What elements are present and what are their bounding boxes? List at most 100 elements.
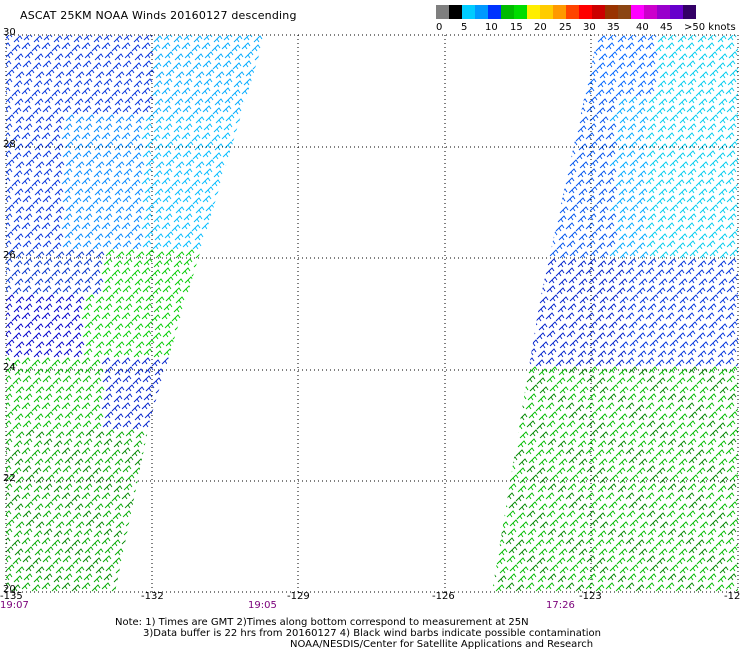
wind-barb <box>628 141 638 149</box>
wind-barb <box>164 231 174 239</box>
wind-barb <box>232 107 242 115</box>
wind-barb <box>698 548 708 556</box>
wind-barb <box>194 548 204 556</box>
wind-barb <box>95 431 105 439</box>
wind-barb <box>6 87 11 95</box>
wind-barb <box>44 366 54 374</box>
wind-barb <box>242 330 252 338</box>
wind-barb <box>728 276 738 284</box>
wind-barb <box>75 476 85 484</box>
wind-barb <box>727 573 737 581</box>
wind-barb <box>585 132 595 140</box>
wind-barb <box>689 564 699 572</box>
wind-barb <box>242 60 252 68</box>
wind-barb <box>519 206 529 214</box>
wind-barb <box>526 60 536 68</box>
wind-barb <box>6 132 11 140</box>
wind-barb <box>131 359 141 367</box>
wind-barb <box>145 204 155 212</box>
wind-barb <box>204 501 214 509</box>
wind-barb <box>233 440 243 448</box>
wind-barb <box>698 278 708 286</box>
wind-barb <box>606 375 616 383</box>
wind-barb <box>517 260 527 268</box>
wind-barb <box>675 89 685 97</box>
wind-barb <box>73 440 83 448</box>
wind-barb <box>261 312 265 320</box>
wind-barb <box>201 582 211 590</box>
wind-barb <box>509 474 519 482</box>
wind-barb <box>646 240 656 248</box>
wind-barb <box>597 215 607 223</box>
wind-barb <box>708 276 718 284</box>
wind-barb <box>33 305 43 313</box>
wind-barb <box>609 519 619 527</box>
wind-barb <box>606 510 616 518</box>
wind-barb <box>492 213 497 221</box>
wind-barb <box>223 78 233 86</box>
wind-barb <box>595 269 605 277</box>
wind-barb <box>55 341 65 349</box>
wind-barb <box>232 332 242 340</box>
wind-barb <box>646 150 656 158</box>
wind-barb <box>34 503 44 511</box>
wind-barb <box>536 242 546 250</box>
wind-barb <box>205 474 215 482</box>
wind-barb <box>548 96 558 104</box>
wind-barb <box>666 285 676 293</box>
wind-barb <box>15 251 25 259</box>
wind-barb <box>121 357 131 365</box>
wind-barb <box>578 98 588 106</box>
wind-barb <box>599 431 609 439</box>
wind-barb <box>242 150 252 158</box>
wind-barb <box>162 195 172 203</box>
wind-barb <box>6 105 12 113</box>
wind-barb <box>686 60 696 68</box>
wind-barb <box>492 168 497 176</box>
wind-barb <box>668 186 678 194</box>
wind-barb <box>637 350 647 358</box>
wind-barb <box>105 429 115 437</box>
wind-barb <box>696 107 706 115</box>
wind-barb <box>252 512 262 520</box>
wind-barb <box>535 494 545 502</box>
wind-barb <box>32 422 42 430</box>
wind-barb <box>64 231 74 239</box>
wind-barb <box>707 168 717 176</box>
wind-barb <box>43 528 53 536</box>
wind-barb <box>34 98 44 106</box>
wind-barb <box>716 107 726 115</box>
wind-barb <box>234 548 244 556</box>
wind-barb <box>587 483 597 491</box>
wind-barb <box>507 168 517 176</box>
wind-barb <box>679 206 689 214</box>
wind-barb <box>655 584 665 592</box>
wind-barb <box>101 492 111 500</box>
wind-barb <box>235 341 245 349</box>
wind-barb <box>23 123 33 131</box>
wind-barb <box>558 413 568 421</box>
wind-barb <box>699 206 709 214</box>
wind-barb <box>559 431 569 439</box>
wind-barb <box>689 474 699 482</box>
wind-barb <box>83 213 93 221</box>
wind-barb <box>261 447 265 455</box>
wind-barb <box>595 224 605 232</box>
wind-barb <box>517 80 527 88</box>
wind-barb <box>625 132 635 140</box>
wind-barb <box>696 512 706 520</box>
wind-barb <box>212 332 222 340</box>
wind-barb <box>35 476 45 484</box>
wind-barb <box>203 213 213 221</box>
wind-barb <box>181 267 191 275</box>
wind-barb <box>25 204 35 212</box>
wind-barb <box>549 204 559 212</box>
wind-barb <box>205 204 215 212</box>
wind-barb <box>696 557 706 565</box>
wind-barb <box>706 420 716 428</box>
wind-barb <box>141 402 151 410</box>
wind-barb <box>192 287 202 295</box>
wind-barb <box>33 125 43 133</box>
wind-barb <box>213 125 223 133</box>
wind-barb <box>125 204 135 212</box>
